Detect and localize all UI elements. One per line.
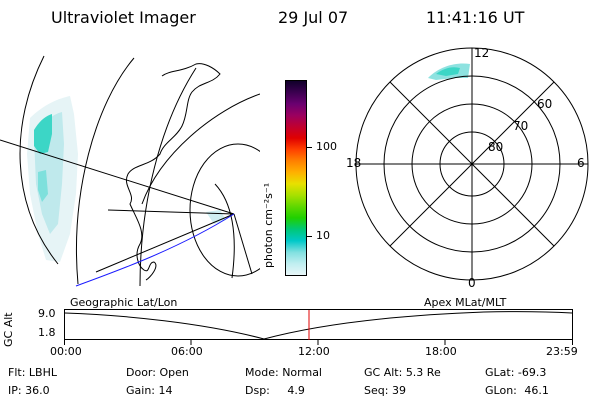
gain-status: Gain: 14 — [126, 384, 173, 397]
mlt-label-12: 12 — [474, 46, 490, 60]
lat-label-70: 70 — [513, 119, 529, 133]
time-tick-0600: 06:00 — [171, 345, 203, 358]
dsp-status: Dsp: 4.9 — [245, 384, 305, 397]
gc-alt-status: GC Alt: 5.3 Re — [364, 366, 441, 379]
time-label: 11:41:16 UT — [426, 8, 525, 27]
polar-mlt-plot — [355, 47, 589, 281]
seq-status: Seq: 39 — [364, 384, 406, 397]
apex-mlat-mlt-label: Apex MLat/MLT — [424, 296, 507, 309]
lat-label-60: 60 — [537, 97, 553, 111]
altitude-max-label: 9.0 — [38, 307, 56, 320]
geographic-map-panel — [0, 55, 260, 287]
polar-auroral-core — [436, 67, 460, 76]
time-tick-2359: 23:59 — [546, 345, 578, 358]
instrument-title: Ultraviolet Imager — [51, 8, 196, 27]
colorbar-unit-label: photon cm⁻²s⁻¹ — [262, 182, 275, 268]
colorbar-tick-10: 10 — [316, 229, 330, 242]
altitude-min-label: 1.8 — [38, 326, 56, 339]
mode-status: Mode: Normal — [245, 366, 322, 379]
altitude-timeline-plot — [64, 309, 573, 345]
time-tick-0000: 00:00 — [50, 345, 82, 358]
mlt-label-6: 6 — [577, 156, 585, 170]
geographic-lat-lon-label: Geographic Lat/Lon — [70, 296, 178, 309]
glat-status: GLat: -69.3 — [485, 366, 547, 379]
time-tick-1800: 18:00 — [425, 345, 457, 358]
colorbar-tick-mark-100 — [307, 147, 312, 148]
colorbar-tick-mark-10 — [307, 236, 312, 237]
colorbar-tick-100: 100 — [316, 140, 337, 153]
lat-label-80: 80 — [488, 140, 504, 154]
mlt-label-18: 18 — [346, 156, 362, 170]
ip-status: IP: 36.0 — [8, 384, 50, 397]
filter-status: Flt: LBHL — [8, 366, 57, 379]
door-status: Door: Open — [126, 366, 189, 379]
gc-alt-axis-label: GC Alt — [2, 312, 15, 347]
time-tick-1200: 12:00 — [298, 345, 330, 358]
glon-status: GLon: 46.1 — [485, 384, 549, 397]
mlt-label-0: 0 — [468, 276, 476, 290]
color-scale-bar — [285, 80, 307, 276]
date-label: 29 Jul 07 — [278, 8, 349, 27]
auroral-emission — [27, 96, 226, 262]
